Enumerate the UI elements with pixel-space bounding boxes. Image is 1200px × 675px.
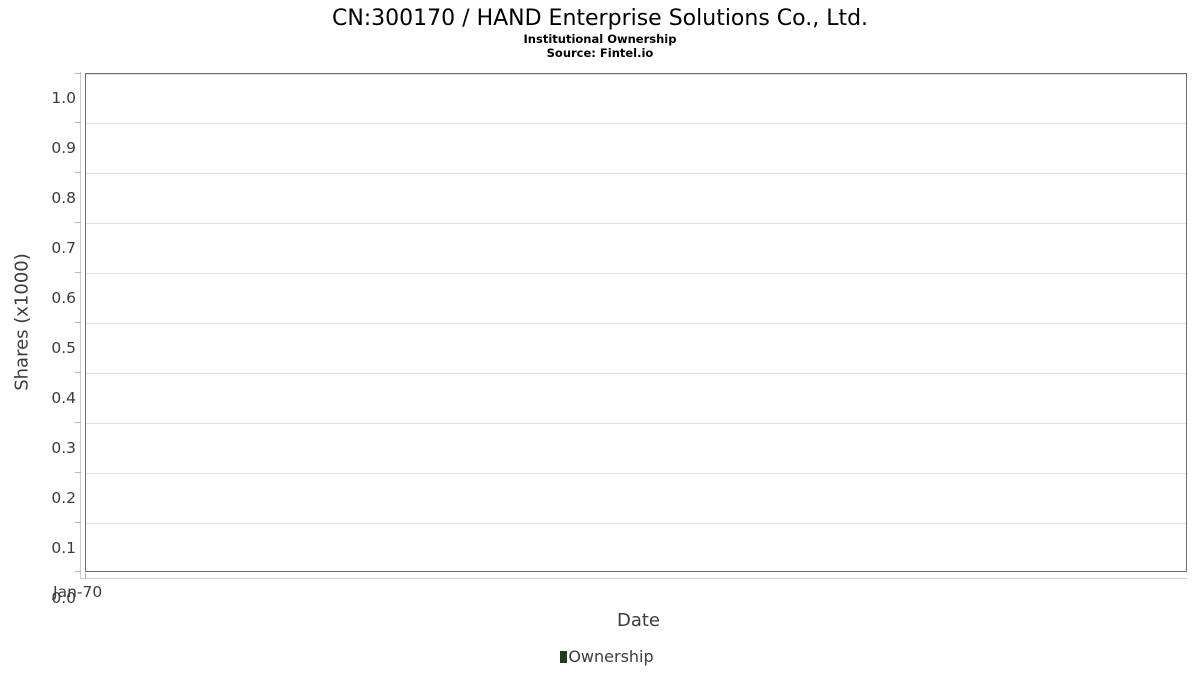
y-tick-label: 0.7 — [51, 239, 76, 257]
y-tick-mark-0.1 — [75, 522, 81, 523]
gridline-0.4 — [86, 373, 1186, 374]
x-tick-label: Jan-70 — [53, 583, 103, 601]
chart-subtitle: Institutional Ownership — [523, 32, 677, 46]
y-tick-mark-0.3 — [75, 422, 81, 423]
y-tick-mark-0.6 — [75, 272, 81, 273]
chart-source-label: Source: Fintel.io — [546, 46, 654, 60]
gridline-0.7 — [86, 223, 1186, 224]
y-tick-label: 0.9 — [51, 139, 76, 157]
y-tick-mark-0.7 — [75, 222, 81, 223]
y-tick-label: 0.0 — [51, 589, 76, 607]
gridline-0.5 — [86, 323, 1186, 324]
y-tick-mark-1.0 — [75, 73, 81, 74]
x-tick-mark — [85, 573, 86, 579]
y-tick-label: 0.5 — [51, 339, 76, 357]
chart-legend: Ownership — [0, 648, 1200, 666]
y-tick-mark-0.0 — [75, 571, 81, 572]
y-tick-mark-0.4 — [75, 372, 81, 373]
y-tick-label: 0.6 — [51, 289, 76, 307]
y-tick-label: 0.3 — [51, 439, 76, 457]
legend-label: Ownership — [568, 647, 654, 666]
gridline-0.0 — [86, 571, 1186, 572]
gridline-0.2 — [86, 473, 1186, 474]
legend-swatch-icon — [560, 651, 568, 663]
x-axis-spine — [80, 578, 1187, 579]
y-tick-mark-0.2 — [75, 472, 81, 473]
y-tick-mark-0.9 — [75, 122, 81, 123]
gridline-1.0 — [86, 74, 1186, 75]
y-tick-label: 0.2 — [51, 489, 76, 507]
chart-title-block: CN:300170 / HAND Enterprise Solutions Co… — [0, 6, 1200, 60]
y-axis-spine — [80, 72, 81, 578]
chart-title: CN:300170 / HAND Enterprise Solutions Co… — [331, 6, 869, 31]
x-axis-title: Date — [616, 610, 661, 631]
gridline-0.6 — [86, 273, 1186, 274]
y-axis-title: Shares (x1000) — [11, 253, 33, 391]
gridline-0.9 — [86, 123, 1186, 124]
y-tick-label: 0.8 — [51, 189, 76, 207]
y-tick-mark-0.5 — [75, 322, 81, 323]
y-tick-mark-0.8 — [75, 172, 81, 173]
gridline-0.1 — [86, 523, 1186, 524]
y-tick-label: 1.0 — [51, 89, 76, 107]
gridline-0.8 — [86, 173, 1186, 174]
gridline-0.3 — [86, 423, 1186, 424]
y-tick-label: 0.4 — [51, 389, 76, 407]
y-tick-label: 0.1 — [51, 539, 76, 557]
plot-area — [85, 73, 1187, 572]
legend-item-ownership[interactable]: Ownership — [560, 647, 654, 666]
